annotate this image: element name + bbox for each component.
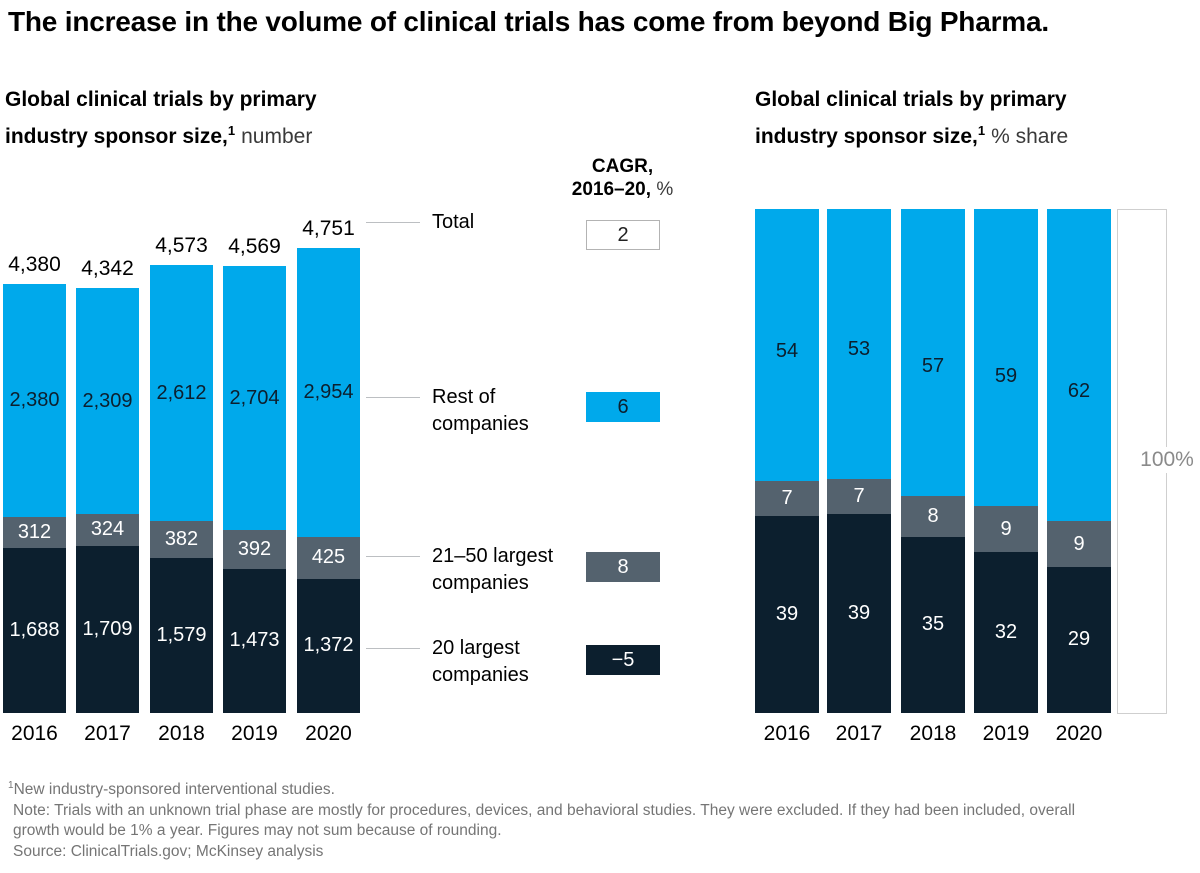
year-label-share-2018: 2018	[909, 722, 957, 745]
bar-segment-blue-2019: 2,704	[223, 265, 286, 531]
stacked-bar-share-2017: 7 39 53	[827, 209, 891, 713]
bar-segment-blue-2020: 2,954	[297, 248, 360, 538]
leader-line-total	[366, 222, 420, 223]
year-label-2019: 2019	[231, 722, 278, 745]
cagr-value-total: 2	[586, 220, 660, 250]
stacked-bar-2018: 2,612 382 1,579	[150, 265, 213, 713]
right-chart-heading: Global clinical trials by primary indust…	[755, 84, 1068, 152]
bar-segment-navy-2019: 1,473	[223, 568, 286, 713]
left-chart-heading-line2: industry sponsor size,	[5, 125, 228, 148]
footnotes: 1New industry-sponsored interventional s…	[8, 776, 1075, 862]
cagr-value-20-largest: −5	[586, 645, 660, 675]
bar-segment-share-blue-2018	[901, 209, 965, 497]
bar-segment-gray-2018: 382	[150, 521, 213, 559]
year-label-2017: 2017	[84, 722, 131, 745]
year-label-2016: 2016	[11, 722, 58, 745]
total-label-2016: 4,380	[8, 253, 61, 277]
bar-segment-share-blue-2017	[827, 209, 891, 479]
bar-segment-share-gray-2020: 9	[1047, 521, 1111, 567]
stacked-bar-share-2016: 7 39 54	[755, 209, 819, 713]
leader-line-rest-of-companies	[366, 397, 420, 398]
cagr-column-header: CAGR, 2016–20, %	[545, 155, 700, 201]
bar-label-share-blue-2017: 53	[847, 337, 871, 360]
stacked-bar-2019: 2,704 392 1,473	[223, 265, 286, 713]
footnote-1: 1New industry-sponsored interventional s…	[8, 780, 335, 799]
bar-segment-blue-2018: 2,612	[150, 265, 213, 522]
left-chart-heading-line1: Global clinical trials by primary	[5, 88, 317, 111]
year-label-share-2019: 2019	[982, 722, 1030, 745]
stacked-bar-share-2020: 9 29 62	[1047, 209, 1111, 713]
legend-label-21-50-largest: 21–50 largest companies	[432, 545, 554, 594]
total-label-2017: 4,342	[81, 257, 134, 281]
bar-label-share-blue-2016: 54	[775, 340, 799, 363]
bar-segment-share-gray-2017: 7	[827, 478, 891, 515]
left-chart-footnote-marker: 1	[227, 123, 236, 138]
bar-segment-blue-2017: 2,309	[76, 288, 139, 515]
bar-segment-gray-2019: 392	[223, 530, 286, 569]
bar-segment-share-navy-2020: 29	[1047, 566, 1111, 713]
stacked-bar-2017: 2,309 324 1,709	[76, 288, 139, 713]
leader-line-20-largest	[366, 648, 420, 649]
left-chart-heading: Global clinical trials by primary indust…	[5, 84, 317, 152]
stacked-bar-2016: 2,380 312 1,688	[3, 284, 66, 713]
footnote-source: Source: ClinicalTrials.gov; McKinsey ana…	[13, 842, 324, 860]
year-label-share-2017: 2017	[835, 722, 883, 745]
total-label-2020: 4,751	[302, 217, 355, 240]
cagr-value-rest-of-companies: 6	[586, 392, 660, 422]
bar-label-share-blue-2019: 59	[994, 365, 1018, 388]
legend-label-rest-of-companies: Rest of companies	[432, 386, 529, 435]
bar-segment-navy-2016: 1,688	[3, 547, 66, 713]
total-label-2018: 4,573	[155, 234, 208, 258]
bar-segment-share-blue-2020	[1047, 209, 1111, 522]
bar-label-share-blue-2018: 57	[921, 355, 945, 378]
stacked-bar-2020: 2,954 425 1,372	[297, 248, 360, 713]
right-chart-footnote-marker: 1	[977, 123, 986, 138]
bar-segment-blue-2016: 2,380	[3, 284, 66, 518]
page-title: The increase in the volume of clinical t…	[8, 6, 1049, 37]
legend-label-total: Total	[432, 211, 475, 233]
bar-segment-navy-2017: 1,709	[76, 545, 139, 713]
right-chart-unit: % share	[991, 125, 1069, 148]
leader-line-21-50-largest	[366, 556, 420, 557]
year-label-share-2020: 2020	[1055, 722, 1103, 745]
bar-segment-share-gray-2018: 8	[901, 496, 965, 537]
bar-segment-share-gray-2019: 9	[974, 506, 1038, 552]
year-label-2018: 2018	[158, 722, 205, 745]
year-label-2020: 2020	[305, 722, 352, 745]
year-label-share-2016: 2016	[763, 722, 811, 745]
bar-segment-gray-2016: 312	[3, 517, 66, 548]
bar-segment-share-blue-2019	[974, 209, 1038, 507]
cagr-value-21-50-largest: 8	[586, 552, 660, 582]
bar-segment-share-navy-2019: 32	[974, 551, 1038, 713]
bar-segment-share-navy-2016: 39	[755, 516, 819, 713]
stacked-bar-share-2018: 8 35 57	[901, 209, 965, 713]
right-chart-heading-line1: Global clinical trials by primary	[755, 88, 1067, 111]
legend-label-20-largest: 20 largest companies	[432, 637, 529, 686]
hundred-percent-label: 100%	[1136, 447, 1198, 473]
bar-segment-share-navy-2018: 35	[901, 536, 965, 713]
bar-segment-navy-2020: 1,372	[297, 578, 360, 713]
footnote-note-line1: Note: Trials with an unknown trial phase…	[13, 801, 1076, 819]
bar-segment-share-gray-2016: 7	[755, 481, 819, 517]
bar-segment-gray-2020: 425	[297, 537, 360, 579]
left-chart-unit: number	[241, 125, 313, 148]
bar-segment-share-navy-2017: 39	[827, 514, 891, 713]
bar-segment-navy-2018: 1,579	[150, 558, 213, 713]
bar-segment-share-blue-2016	[755, 209, 819, 482]
footnote-note-line2: growth would be 1% a year. Figures may n…	[13, 822, 502, 840]
bar-label-share-blue-2020: 62	[1067, 380, 1091, 403]
cagr-header-line1: CAGR,	[591, 156, 654, 177]
bar-segment-gray-2017: 324	[76, 514, 139, 546]
stacked-bar-share-2019: 9 32 59	[974, 209, 1038, 713]
total-label-2019: 4,569	[228, 234, 281, 258]
right-chart-heading-line2: industry sponsor size,	[755, 125, 978, 148]
cagr-header-line2: 2016–20, %	[571, 179, 674, 200]
